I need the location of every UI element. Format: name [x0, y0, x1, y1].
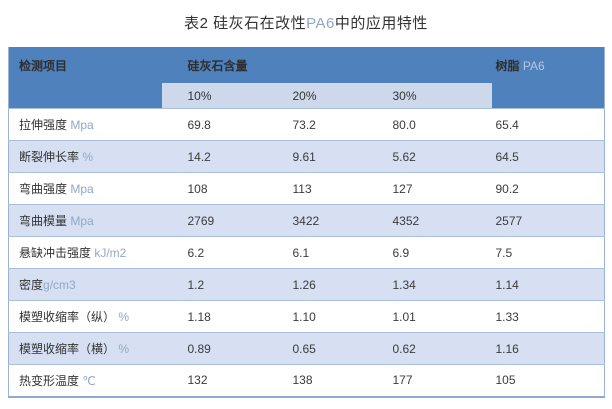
row-label-zh: 模塑收缩率（横）	[19, 342, 116, 356]
cell-value: 2769	[161, 204, 267, 237]
row-label-zh: 悬缺冲击强度	[19, 246, 92, 260]
header-cell-wollastonite-content: 硅灰石含量	[161, 47, 492, 83]
header-row-main: 检测项目 硅灰石含量 树脂 PA6	[8, 47, 605, 83]
row-label: 热变形温度 ℃	[8, 364, 162, 397]
table-row-flexural-strength: 弯曲强度 Mpa 108 113 127 90.2	[8, 172, 605, 205]
row-label: 断裂伸长率 %	[8, 140, 162, 173]
header-cell-30-percent: 30%	[366, 83, 492, 109]
row-label: 模塑收缩率（横） %	[8, 332, 162, 365]
cell-value: 1.2	[161, 268, 267, 301]
cell-value: 5.62	[366, 140, 492, 173]
table-row-mold-shrinkage-longitudinal: 模塑收缩率（纵） % 1.18 1.10 1.01 1.33	[8, 300, 605, 333]
cell-value: 3422	[266, 204, 367, 237]
cell-value: 1.01	[366, 300, 492, 333]
table-row-density: 密度g/cm3 1.2 1.26 1.34 1.14	[8, 268, 605, 301]
row-label-unit: %	[79, 150, 94, 164]
cell-value: 64.5	[491, 140, 605, 173]
header-label-resin: 树脂	[495, 58, 520, 73]
table-row-heat-deflection-temperature: 热变形温度 ℃ 132 138 177 105	[8, 364, 605, 397]
header-label-wollastonite-content: 硅灰石含量	[187, 58, 248, 73]
cell-value: 1.26	[266, 268, 367, 301]
cell-value: 1.33	[491, 300, 605, 333]
cell-value: 2577	[491, 204, 605, 237]
table-row-flexural-modulus: 弯曲模量 Mpa 2769 3422 4352 2577	[8, 204, 605, 237]
row-label: 密度g/cm3	[8, 268, 162, 301]
cell-value: 113	[266, 172, 367, 205]
row-label: 模塑收缩率（纵） %	[8, 300, 162, 333]
row-label-zh: 密度	[19, 278, 44, 292]
table-row-elongation-at-break: 断裂伸长率 % 14.2 9.61 5.62 64.5	[8, 140, 605, 173]
cell-value: 1.14	[491, 268, 605, 301]
row-label-unit: Mpa	[67, 118, 94, 132]
row-label-zh: 热变形温度	[19, 373, 80, 388]
cell-value: 69.8	[161, 108, 267, 141]
header-cell-20-percent: 20%	[266, 83, 367, 109]
header-cell-resin-pa6: 树脂 PA6	[491, 47, 605, 83]
table-title-text-1: 表2 硅灰石在改性	[184, 15, 307, 32]
row-label: 悬缺冲击强度 kJ/m2	[8, 236, 162, 269]
properties-table: 检测项目 硅灰石含量 树脂 PA6 10% 20% 30% 拉伸强度 Mpa 6…	[8, 47, 605, 398]
header-cell-blank-right	[491, 83, 605, 109]
cell-value: 0.89	[161, 332, 267, 365]
cell-value: 0.62	[366, 332, 492, 365]
cell-value: 7.5	[491, 236, 605, 269]
row-label-unit: Mpa	[67, 214, 94, 228]
row-label-unit: %	[115, 310, 130, 324]
cell-value: 4352	[366, 204, 492, 237]
table-row-izod-impact-strength: 悬缺冲击强度 kJ/m2 6.2 6.1 6.9 7.5	[8, 236, 605, 269]
cell-value: 6.9	[366, 236, 492, 269]
header-cell-10-percent: 10%	[161, 83, 267, 109]
header-cell-blank-left	[8, 83, 162, 109]
table-title: 表2 硅灰石在改性PA6中的应用特性	[0, 12, 612, 33]
cell-value: 1.18	[161, 300, 267, 333]
cell-value: 80.0	[366, 108, 492, 141]
cell-value: 0.65	[266, 332, 367, 365]
row-label-zh: 弯曲强度	[19, 182, 68, 196]
table-title-text-2: 中的应用特性	[334, 15, 428, 32]
row-label-zh: 断裂伸长率	[19, 150, 80, 164]
cell-value: 65.4	[491, 108, 605, 141]
header-row-percent: 10% 20% 30%	[8, 83, 605, 109]
row-label-unit: %	[115, 342, 130, 356]
header-label-test-item: 检测项目	[19, 58, 68, 73]
row-label: 弯曲强度 Mpa	[8, 172, 162, 205]
header-cell-test-item: 检测项目	[8, 47, 162, 83]
cell-value: 9.61	[266, 140, 367, 173]
cell-value: 132	[161, 364, 267, 397]
row-label-unit: ℃	[79, 373, 96, 388]
cell-value: 105	[491, 364, 605, 397]
cell-value: 108	[161, 172, 267, 205]
row-label: 弯曲模量 Mpa	[8, 204, 162, 237]
cell-value: 1.16	[491, 332, 605, 365]
row-label-unit: g/cm3	[43, 278, 76, 292]
cell-value: 177	[366, 364, 492, 397]
table-title-text-pa6: PA6	[306, 15, 335, 32]
row-label-unit: Mpa	[67, 182, 94, 196]
cell-value: 138	[266, 364, 367, 397]
row-label-zh: 拉伸强度	[19, 118, 68, 132]
row-label: 拉伸强度 Mpa	[8, 108, 162, 141]
table-row-mold-shrinkage-transverse: 模塑收缩率（横） % 0.89 0.65 0.62 1.16	[8, 332, 605, 365]
table-row-tensile-strength: 拉伸强度 Mpa 69.8 73.2 80.0 65.4	[8, 108, 605, 141]
row-label-zh: 弯曲模量	[19, 214, 68, 228]
cell-value: 1.10	[266, 300, 367, 333]
cell-value: 6.2	[161, 236, 267, 269]
cell-value: 14.2	[161, 140, 267, 173]
cell-value: 1.34	[366, 268, 492, 301]
header-label-pa6: PA6	[519, 58, 545, 73]
cell-value: 90.2	[491, 172, 605, 205]
cell-value: 73.2	[266, 108, 367, 141]
cell-value: 6.1	[266, 236, 367, 269]
row-label-unit: kJ/m2	[91, 246, 127, 260]
cell-value: 127	[366, 172, 492, 205]
row-label-zh: 模塑收缩率（纵）	[19, 310, 116, 324]
